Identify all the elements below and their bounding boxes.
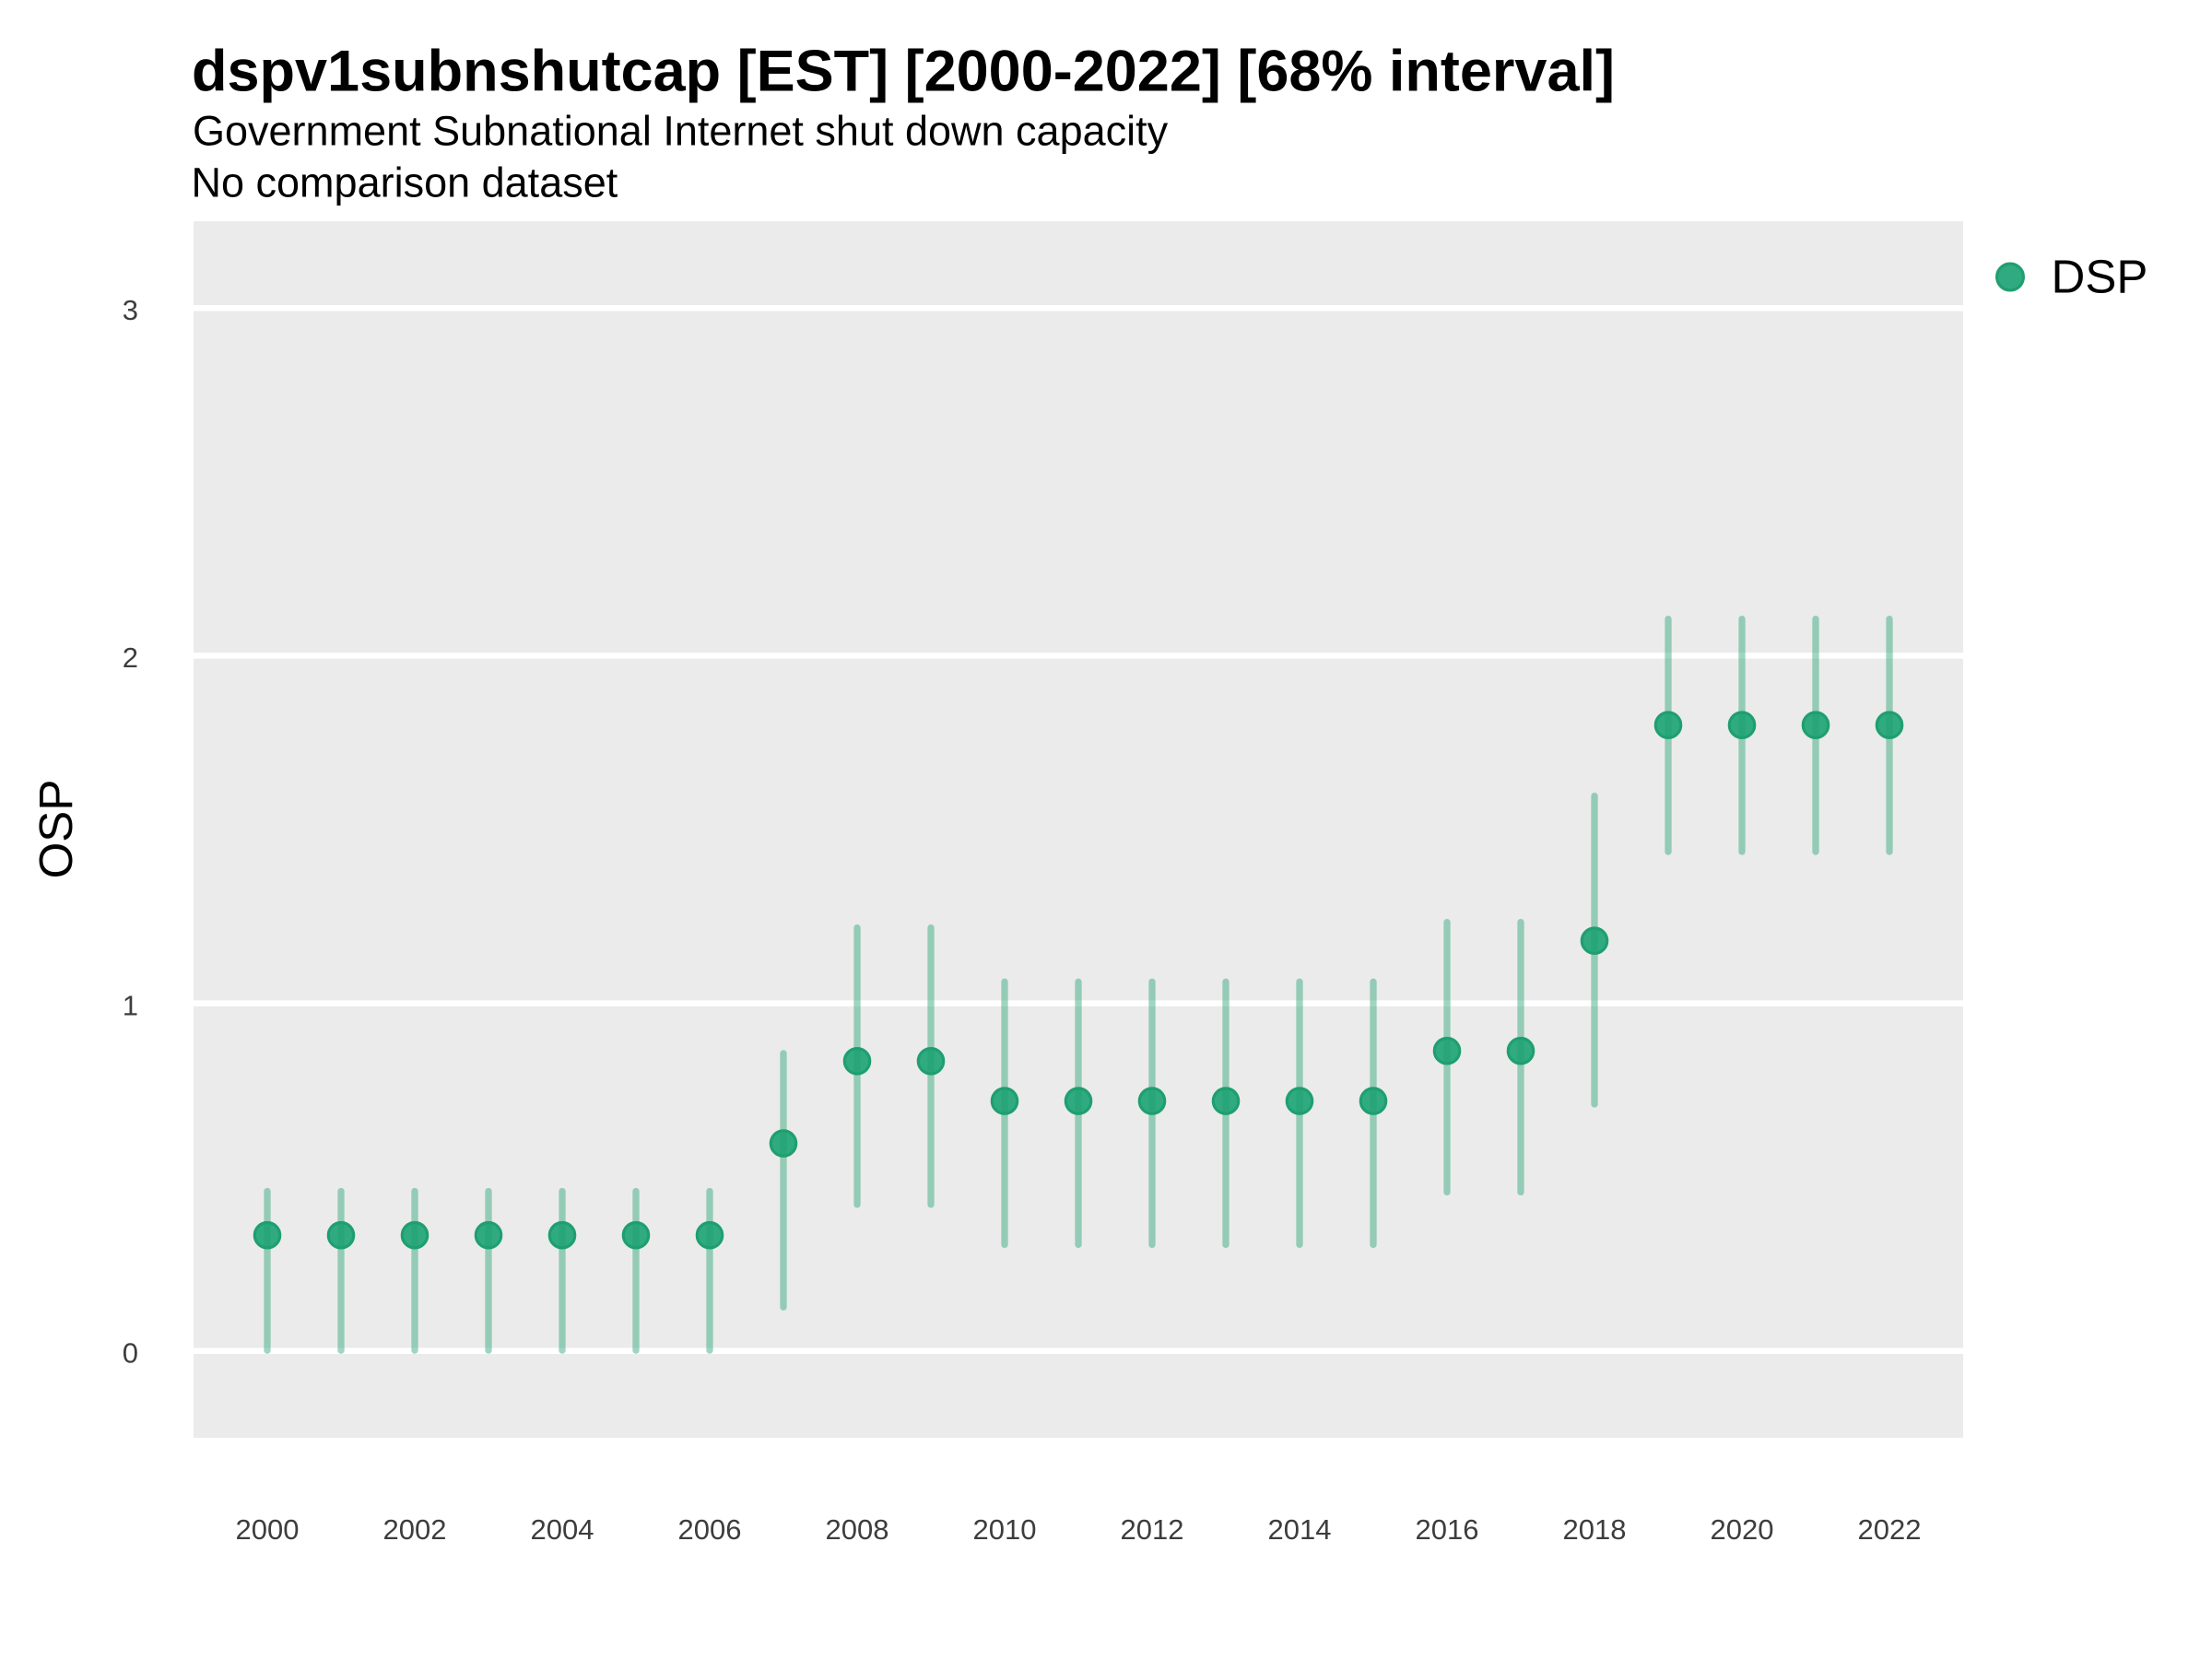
svg-text:Government Subnational Interne: Government Subnational Internet shut dow… [193,108,1169,155]
svg-text:OSP: OSP [29,780,82,879]
svg-text:2002: 2002 [383,1513,447,1546]
svg-text:DSP: DSP [2052,251,2148,303]
svg-text:2012: 2012 [1121,1513,1184,1546]
svg-text:2000: 2000 [236,1513,300,1546]
svg-text:2014: 2014 [1268,1513,1332,1546]
svg-text:2022: 2022 [1858,1513,1922,1546]
svg-text:2010: 2010 [973,1513,1037,1546]
svg-text:No comparison dataset: No comparison dataset [192,159,618,206]
svg-text:2006: 2006 [678,1513,742,1546]
svg-text:dspv1subnshutcap [EST] [2000-2: dspv1subnshutcap [EST] [2000-2022] [68% … [192,40,1615,104]
svg-text:2: 2 [123,641,138,674]
svg-text:3: 3 [123,294,138,326]
svg-text:2020: 2020 [1711,1513,1774,1546]
svg-text:1: 1 [123,989,138,1021]
svg-text:0: 0 [123,1336,138,1369]
svg-text:2018: 2018 [1563,1513,1627,1546]
svg-text:2008: 2008 [826,1513,889,1546]
svg-text:2004: 2004 [531,1513,594,1546]
svg-text:2016: 2016 [1416,1513,1479,1546]
